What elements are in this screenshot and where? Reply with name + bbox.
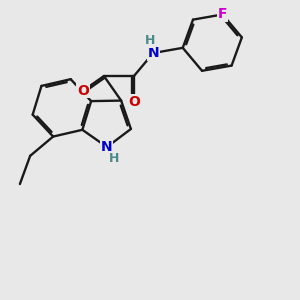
Text: F: F bbox=[218, 8, 227, 21]
Text: H: H bbox=[109, 152, 120, 165]
Text: N: N bbox=[101, 140, 113, 154]
Text: O: O bbox=[128, 94, 140, 109]
Text: O: O bbox=[77, 84, 89, 98]
Text: N: N bbox=[147, 46, 159, 60]
Text: H: H bbox=[144, 34, 155, 47]
